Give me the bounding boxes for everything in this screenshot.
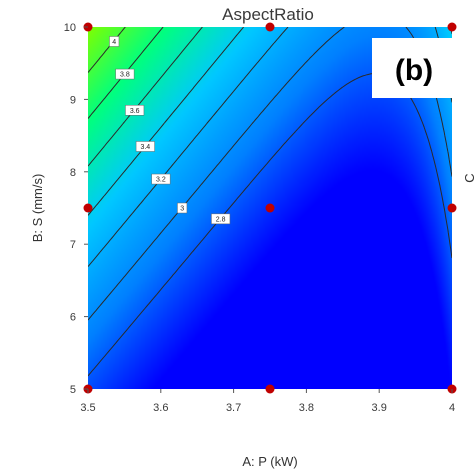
x-axis-label: A: P (kW) [242,454,297,469]
contour-label: 4 [112,39,116,46]
contour-label: 3 [180,206,184,213]
y-tick-label: 10 [64,22,76,34]
contour-label-box [109,36,120,47]
design-point [265,384,275,394]
x-tick-label: 3.6 [153,402,168,414]
design-point [447,203,457,213]
contour-label-box [151,173,171,185]
design-point [447,22,457,32]
design-point [265,203,275,213]
x-tick-label: 3.9 [372,402,387,414]
design-points [83,22,457,394]
panel-label: (b) [395,54,433,87]
y-tick-label: 7 [70,239,76,251]
x-tick-label: 3.7 [226,402,241,414]
x-tick-label: 3.8 [299,402,314,414]
y-axis-label: B: S (mm/s) [30,174,45,243]
contour-label-box [115,68,135,80]
right-axis-label-fragment: C [462,173,474,182]
contour-label-box [211,213,231,225]
x-axis-ticks: 3.5 3.6 3.7 3.8 3.9 4 [80,389,455,414]
contour-labels: 4 3.8 3.6 3.4 3.2 3 2.8 [109,36,231,225]
contour-label: 3.4 [140,144,150,151]
contour-label-box [177,202,188,214]
chart-title: AspectRatio [222,5,314,24]
x-tick-label: 4 [449,402,455,414]
panel-label-box: (b) [372,38,456,98]
y-tick-label: 9 [70,94,76,106]
contour-label-box [135,141,155,152]
design-point [83,203,93,213]
y-tick-label: 8 [70,167,76,179]
contour-label: 2.8 [216,216,226,223]
contour-label-box [125,105,145,116]
contour-label: 3.6 [130,108,140,115]
x-tick-label: 3.5 [80,402,95,414]
y-tick-label: 6 [70,312,76,324]
design-point [265,22,275,32]
y-axis-ticks: 5 6 7 8 9 10 [64,22,88,396]
y-tick-label: 5 [70,384,76,396]
contour-label: 3.2 [156,177,166,184]
contour-line [88,27,203,167]
contour-label: 3.8 [120,72,130,79]
